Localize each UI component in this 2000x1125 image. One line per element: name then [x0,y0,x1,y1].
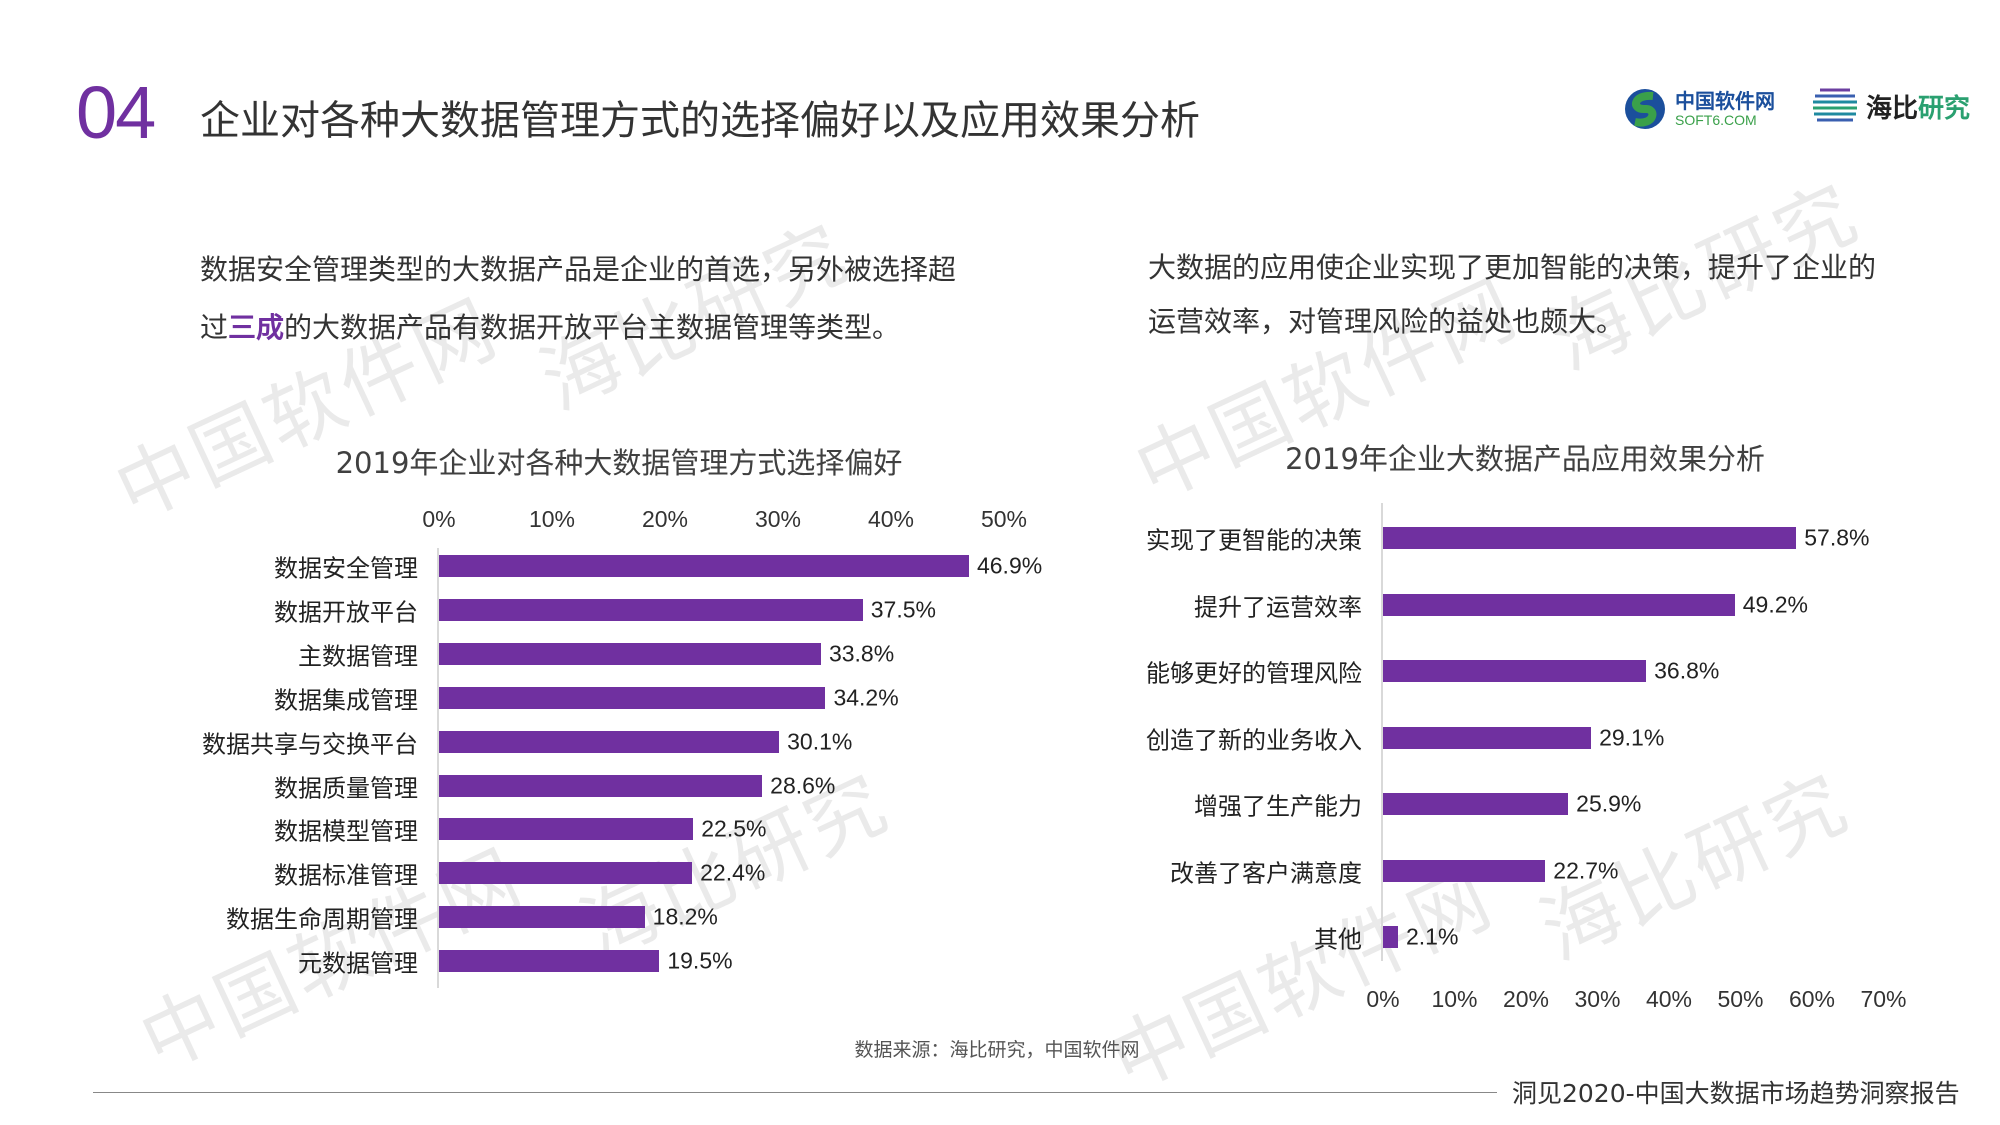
left-summary-line1: 数据安全管理类型的大数据产品是企业的首选，另外被选择超 [200,253,957,286]
value-label: 25.9% [1576,790,1642,817]
bar [439,555,969,577]
x-tick-label: 10% [528,506,576,532]
section-number: 04 [76,71,156,154]
footer-divider [93,1092,1497,1093]
x-tick-label: 20% [641,506,689,532]
bar [1383,527,1797,549]
soft6-logo-icon [1625,89,1665,129]
value-label: 29.1% [1599,724,1665,750]
category-label: 数据质量管理 [274,774,418,802]
y-axis-line [1381,503,1383,961]
haibi-logo-icon [1813,88,1857,122]
x-tick-label: 20% [1502,986,1550,1012]
x-tick-label: 50% [1717,986,1764,1012]
category-label: 实现了更智能的决策 [1146,526,1362,555]
category-label: 创造了新的业务收入 [1146,726,1362,754]
category-label: 能够更好的管理风险 [1146,659,1362,688]
value-label: 22.4% [700,859,766,886]
value-label: 37.5% [870,596,936,623]
right-summary-line2: 运营效率，对管理风险的益处也颇大。 [1148,305,1625,338]
value-label: 28.6% [770,772,836,798]
category-label: 数据共享与交换平台 [202,730,418,759]
left-summary: 数据安全管理类型的大数据产品是企业的首选，另外被选择超 过三成的大数据产品有数据… [200,241,956,357]
data-source: 数据来源：海比研究，中国软件网 [854,1039,1140,1061]
bar [1383,593,1735,616]
value-label: 19.5% [667,947,733,974]
x-tick-label: 30% [754,506,802,532]
category-label: 主数据管理 [298,642,418,671]
bar [1383,793,1569,815]
right-summary-line1: 大数据的应用使企业实现了更加智能的决策，提升了企业的 [1148,251,1877,284]
soft6-logo-en: SOFT6.COM [1675,112,1757,128]
soft6-logo: 中国软件网 SOFT6.COM [1623,86,1775,132]
bar [439,686,826,709]
category-label: 数据集成管理 [274,686,418,715]
right-summary: 大数据的应用使企业实现了更加智能的决策，提升了企业的 运营效率，对管理风险的益处… [1148,241,1876,349]
bar [1383,926,1398,948]
category-label: 提升了运营效率 [1194,593,1362,621]
value-label: 49.2% [1742,591,1808,617]
soft6-logo-cn: 中国软件网 [1675,89,1775,113]
category-label: 数据开放平台 [274,598,418,627]
x-tick-label: 40% [1645,986,1693,1012]
x-tick-label: 30% [1574,986,1621,1012]
value-label: 36.8% [1654,657,1720,684]
value-label: 33.8% [828,640,895,667]
y-axis-line [437,548,439,988]
bar [439,730,780,753]
bar [1383,660,1647,682]
left-chart-title: 2019年企业对各种大数据管理方式选择偏好 [335,446,903,480]
x-tick-label: 70% [1860,986,1907,1012]
x-tick-label: 50% [980,506,1028,532]
value-label: 34.2% [833,684,899,711]
right-chart-title: 2019年企业大数据产品应用效果分析 [1285,442,1765,476]
bar [439,950,660,973]
value-label: 22.5% [701,815,767,842]
bar [439,818,694,841]
category-label: 改善了客户满意度 [1170,859,1362,887]
x-tick-label: 0% [1366,986,1400,1012]
category-label: 数据安全管理 [274,554,418,583]
value-label: 46.9% [976,552,1043,579]
bar [439,642,821,665]
category-label: 数据标准管理 [274,861,418,890]
haibi-logo: 海比研究 [1812,86,1970,126]
value-label: 18.2% [652,903,718,930]
category-label: 元数据管理 [298,949,418,978]
value-label: 57.8% [1804,524,1870,551]
bar [439,862,693,885]
bar [1383,726,1592,749]
haibi-logo-text: 海比 [1866,93,1919,124]
value-label: 30.1% [787,728,853,755]
category-label: 增强了生产能力 [1194,792,1362,821]
x-tick-label: 40% [867,506,915,532]
bar [439,598,863,621]
left-summary-line2: 过三成的大数据产品有数据开放平台主数据管理等类型。 [200,299,956,357]
bar [439,774,763,797]
bar [439,906,645,929]
x-tick-label: 10% [1431,986,1478,1012]
text: 过 [200,311,229,344]
highlight-text: 三成 [228,311,285,344]
value-label: 2.1% [1406,923,1459,950]
haibi-logo-text2: 研究 [1918,93,1971,124]
category-label: 其他 [1314,925,1362,954]
page-title: 企业对各种大数据管理方式的选择偏好以及应用效果分析 [200,98,1200,144]
category-label: 数据模型管理 [274,817,418,846]
text: 的大数据产品有数据开放平台主数据管理等类型。 [284,311,901,344]
footer-title: 洞见2020-中国大数据市场趋势洞察报告 [1512,1079,1960,1108]
x-tick-label: 60% [1788,986,1836,1012]
value-label: 22.7% [1553,857,1619,883]
bar [1383,859,1546,882]
category-label: 数据生命周期管理 [226,905,418,934]
x-tick-label: 0% [422,506,456,532]
